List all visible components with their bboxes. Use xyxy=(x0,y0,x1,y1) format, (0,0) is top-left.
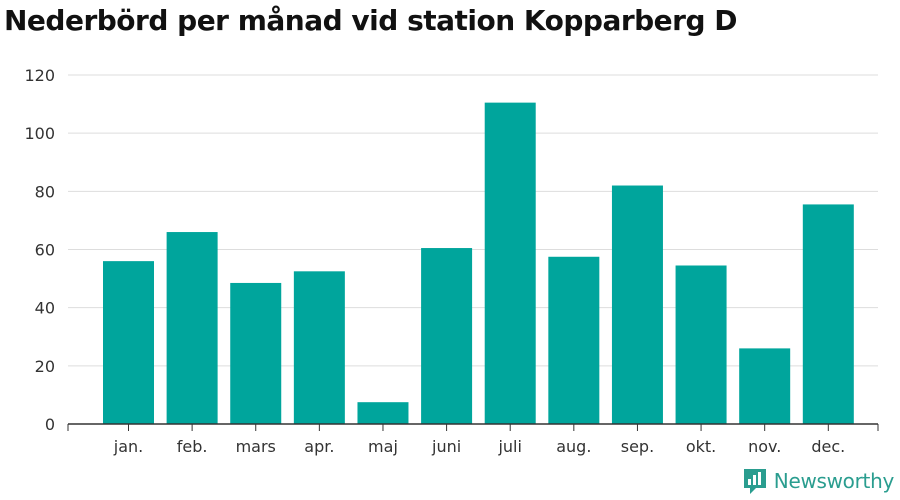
x-tick-label: nov. xyxy=(748,437,781,456)
x-tick-label: sep. xyxy=(621,437,654,456)
bar-mars xyxy=(230,282,282,424)
brand-name: Newsworthy xyxy=(773,469,895,493)
x-tick-label: dec. xyxy=(811,437,845,456)
bar-jan xyxy=(103,261,154,424)
bar-aug xyxy=(548,256,600,424)
y-tick-label: 100 xyxy=(24,124,55,143)
y-tick-label: 0 xyxy=(45,415,55,434)
x-tick-label: apr. xyxy=(304,437,334,456)
bar-sep xyxy=(611,185,663,424)
bar-okt xyxy=(675,265,727,424)
chart-title: Nederbörd per månad vid station Kopparbe… xyxy=(4,4,738,37)
x-tick-label: maj xyxy=(368,437,398,456)
bar-dec xyxy=(802,204,854,424)
y-tick-label: 40 xyxy=(35,299,55,318)
x-tick-label: feb. xyxy=(177,437,208,456)
y-tick-label: 80 xyxy=(35,182,55,201)
x-tick-label: mars xyxy=(236,437,276,456)
y-tick-label: 20 xyxy=(35,357,55,376)
bar-juni xyxy=(421,248,473,424)
bar-maj xyxy=(357,402,409,424)
newsworthy-icon xyxy=(743,469,766,494)
y-tick-label: 60 xyxy=(35,241,55,260)
x-tick-label: jan. xyxy=(113,437,143,456)
newsworthy-logo: Newsworthy xyxy=(742,467,894,495)
x-tick-label: aug. xyxy=(556,437,591,456)
bar-feb xyxy=(166,232,218,424)
bar-apr xyxy=(293,271,345,424)
x-tick-label: juli xyxy=(497,437,521,456)
bar-nov xyxy=(739,348,791,424)
x-tick-label: juni xyxy=(431,437,461,456)
bar-juli xyxy=(484,102,536,425)
y-tick-label: 120 xyxy=(24,66,55,85)
x-tick-label: okt. xyxy=(686,437,716,456)
